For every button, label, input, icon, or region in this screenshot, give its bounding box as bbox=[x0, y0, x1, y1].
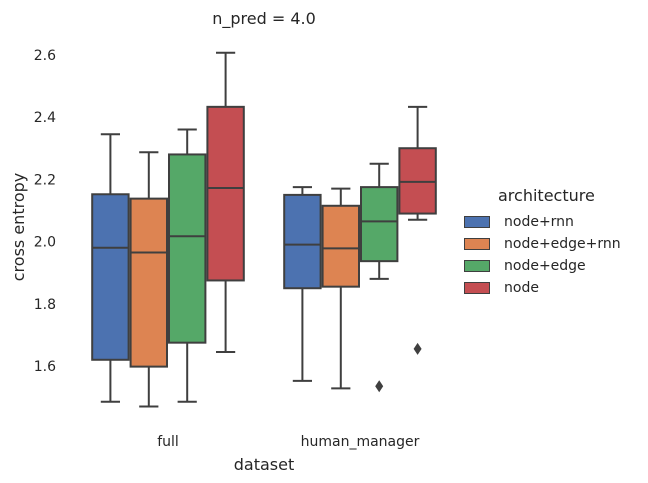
legend-label: node+edge+rnn bbox=[504, 236, 621, 252]
box-node+edge+rnn-human_manager bbox=[321, 187, 361, 390]
box-node+edge-human_manager bbox=[360, 162, 399, 393]
legend-swatch bbox=[464, 216, 490, 228]
box-iqr bbox=[360, 186, 399, 263]
x-tick-label: full bbox=[157, 434, 179, 450]
x-axis-label: dataset bbox=[234, 455, 295, 474]
outlier-point bbox=[375, 380, 384, 393]
legend-item: node+rnn bbox=[464, 211, 621, 233]
box-node+edge+rnn-full bbox=[129, 151, 169, 408]
y-tick-label: 2.6 bbox=[34, 48, 56, 64]
box-iqr bbox=[321, 204, 361, 288]
box-iqr bbox=[168, 153, 207, 344]
y-axis-ticks: 1.6 1.8 2.0 2.2 2.4 2.6 bbox=[34, 48, 56, 375]
legend-swatch bbox=[464, 238, 490, 250]
legend-item: node+edge+rnn bbox=[464, 233, 621, 255]
box-node+rnn-full bbox=[91, 133, 130, 403]
box-iqr bbox=[129, 197, 169, 368]
box-iqr bbox=[91, 193, 130, 361]
box-iqr bbox=[283, 193, 322, 290]
box-node-full bbox=[206, 51, 245, 353]
y-tick-label: 2.4 bbox=[34, 110, 56, 126]
legend-title: architecture bbox=[498, 186, 595, 205]
legend-item: node+edge bbox=[464, 255, 621, 277]
legend-label: node+rnn bbox=[504, 214, 574, 230]
legend-swatch bbox=[464, 282, 490, 294]
legend: architecture node+rnn node+edge+rnn node+e… bbox=[464, 186, 621, 299]
x-tick-label: human_manager bbox=[301, 434, 420, 450]
outlier-point bbox=[413, 342, 422, 355]
box-iqr bbox=[206, 105, 245, 282]
legend-swatch bbox=[464, 260, 490, 272]
legend-item: node bbox=[464, 277, 621, 299]
y-tick-label: 1.6 bbox=[34, 359, 56, 375]
legend-label: node bbox=[504, 280, 539, 296]
box-groups bbox=[91, 51, 437, 408]
y-tick-label: 1.8 bbox=[34, 297, 56, 313]
y-axis-label: cross entropy bbox=[9, 173, 28, 281]
legend-items: node+rnn node+edge+rnn node+edge node bbox=[464, 211, 621, 299]
box-node+rnn-human_manager bbox=[283, 186, 322, 382]
chart-title: n_pred = 4.0 bbox=[212, 9, 316, 29]
y-tick-label: 2.2 bbox=[34, 172, 56, 188]
box-node+edge-full bbox=[168, 128, 207, 403]
box-node-human_manager bbox=[398, 105, 437, 355]
y-tick-label: 2.0 bbox=[34, 235, 56, 251]
legend-label: node+edge bbox=[504, 258, 586, 274]
x-axis-ticks: full human_manager bbox=[157, 434, 419, 450]
